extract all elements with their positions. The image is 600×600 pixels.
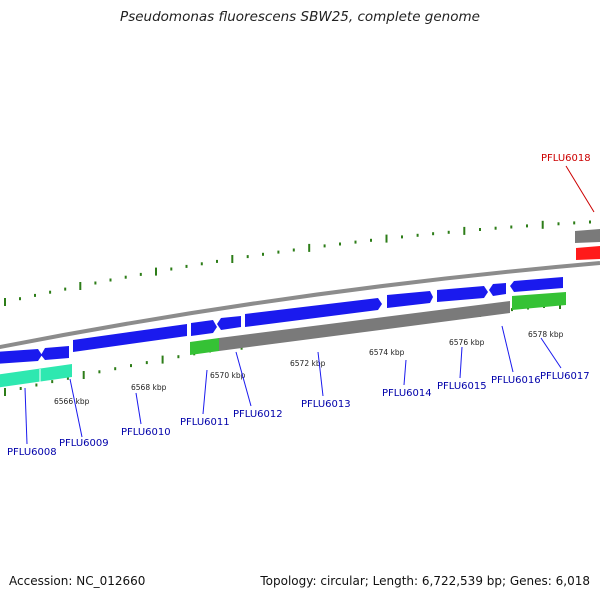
kbp-tick-label: 6574 kbp (369, 348, 405, 357)
gene-label-pflu6018[interactable]: PFLU6018 (541, 153, 591, 164)
gene-label-pflu6015[interactable]: PFLU6015 (437, 381, 487, 392)
accession-label: Accession: NC_012660 (9, 574, 146, 588)
gene-label-pflu6013[interactable]: PFLU6013 (301, 399, 351, 410)
tick-track-upper (4, 220, 591, 306)
gene-arrow[interactable] (387, 291, 433, 308)
reverse-gene-track (0, 229, 600, 388)
gene-label-pflu6017[interactable]: PFLU6017 (540, 371, 590, 382)
kbp-tick-label: 6568 kbp (131, 383, 167, 392)
gene-label-pflu6014[interactable]: PFLU6014 (382, 388, 432, 399)
gene-label-pflu6010[interactable]: PFLU6010 (121, 427, 171, 438)
gene-arrow[interactable] (245, 298, 382, 327)
gene-arrow[interactable] (437, 286, 488, 302)
genome-title: Pseudomonas fluorescens SBW25, complete … (120, 9, 480, 25)
forward-gene-track (0, 277, 563, 364)
kbp-tick-label: 6576 kbp (449, 338, 485, 347)
gene-block-green[interactable] (190, 338, 219, 355)
gene-block-cyan[interactable] (0, 364, 72, 388)
gene-label-pflu6011[interactable]: PFLU6011 (180, 417, 230, 428)
genome-summary: Topology: circular; Length: 6,722,539 bp… (260, 574, 590, 588)
ruler-labels: 6566 kbp 6568 kbp 6570 kbp 6572 kbp 6574… (54, 330, 564, 406)
gene-block-gray-right[interactable] (575, 229, 600, 243)
kbp-tick-label: 6578 kbp (528, 330, 564, 339)
gene-arrow[interactable] (41, 346, 69, 360)
gene-block-green[interactable] (512, 292, 566, 310)
gene-block-highlight[interactable] (576, 246, 600, 260)
kbp-tick-label: 6572 kbp (290, 359, 326, 368)
gene-label-pflu6012[interactable]: PFLU6012 (233, 409, 283, 420)
genome-backbone (0, 261, 600, 350)
gene-arrow[interactable] (0, 349, 42, 364)
gene-arrow[interactable] (489, 283, 506, 296)
gene-label-pflu6009[interactable]: PFLU6009 (59, 438, 109, 449)
gene-label-pflu6016[interactable]: PFLU6016 (491, 375, 541, 386)
gene-block-gray[interactable] (219, 301, 510, 351)
gene-label-pflu6008[interactable]: PFLU6008 (7, 447, 57, 458)
kbp-tick-label: 6570 kbp (210, 371, 246, 380)
gene-labels: PFLU6008 PFLU6009 PFLU6010 PFLU6011 PFLU… (7, 153, 591, 458)
gene-arrow[interactable] (217, 316, 241, 330)
gene-arrow[interactable] (191, 320, 217, 336)
gene-arrow[interactable] (510, 277, 563, 292)
kbp-tick-label: 6566 kbp (54, 397, 90, 406)
gene-label-connectors (24, 165, 595, 445)
gene-arrow[interactable] (73, 324, 187, 352)
